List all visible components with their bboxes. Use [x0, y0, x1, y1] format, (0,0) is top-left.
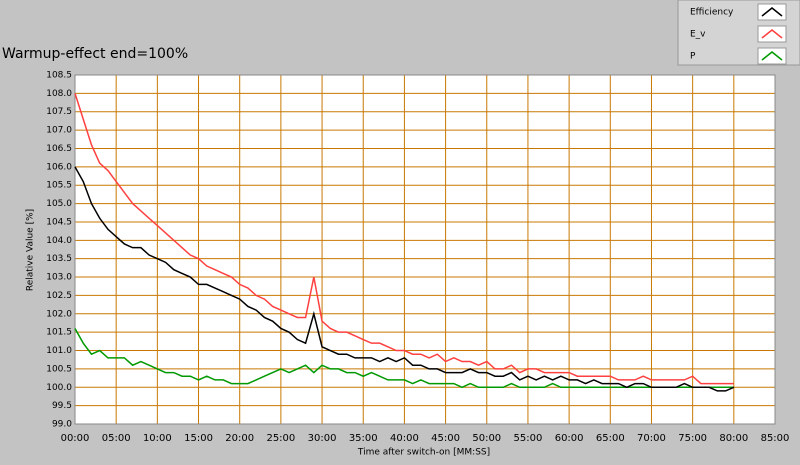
y-tick-label: 102.5	[46, 291, 72, 301]
x-tick-label: 00:00	[61, 433, 90, 444]
y-tick-label: 106.0	[46, 162, 72, 172]
y-tick-label: 103.5	[46, 254, 72, 264]
legend-label: Efficiency	[690, 8, 734, 18]
x-tick-label: 10:00	[143, 433, 172, 444]
legend-label: P	[690, 52, 696, 62]
y-tick-label: 103.0	[46, 273, 72, 283]
x-tick-label: 75:00	[678, 433, 707, 444]
x-tick-label: 80:00	[719, 433, 748, 444]
y-tick-label: 107.5	[46, 107, 72, 117]
y-tick-label: 100.0	[46, 383, 72, 393]
plot-area	[75, 75, 775, 424]
chart-title: Warmup-effect end=100%	[2, 46, 188, 62]
x-tick-label: 15:00	[184, 433, 213, 444]
x-tick-label: 60:00	[555, 433, 584, 444]
y-tick-label: 108.0	[46, 89, 72, 99]
legend-label: E_v	[690, 30, 706, 40]
y-tick-label: 102.0	[46, 309, 72, 319]
x-tick-label: 35:00	[349, 433, 378, 444]
x-tick-label: 05:00	[102, 433, 131, 444]
y-tick-label: 108.5	[46, 71, 72, 81]
y-axis-label: Relative Value [%]	[26, 209, 36, 291]
x-tick-label: 40:00	[390, 433, 419, 444]
y-tick-label: 100.5	[46, 364, 72, 374]
y-tick-label: 104.0	[46, 236, 72, 246]
y-tick-label: 104.5	[46, 217, 72, 227]
series-line	[74, 166, 735, 392]
y-tick-label: 101.0	[46, 346, 72, 356]
legend-swatch-box	[757, 47, 787, 65]
y-tick-label: 99.0	[52, 420, 72, 430]
legend-swatch	[761, 29, 783, 39]
x-tick-label: 50:00	[472, 433, 501, 444]
legend-swatch-box	[757, 25, 787, 43]
y-tick-label: 105.5	[46, 181, 72, 191]
x-tick-label: 25:00	[266, 433, 295, 444]
x-tick-label: 70:00	[637, 433, 666, 444]
series-line	[74, 328, 734, 389]
legend-swatch	[761, 7, 783, 17]
y-tick-label: 105.0	[46, 199, 72, 209]
legend-swatch-box	[757, 3, 787, 21]
y-tick-label: 99.5	[52, 401, 72, 411]
y-tick-label: 101.5	[46, 328, 72, 338]
x-tick-label: 30:00	[308, 433, 337, 444]
x-tick-label: 55:00	[514, 433, 543, 444]
x-tick-label: 85:00	[761, 433, 790, 444]
legend-swatch	[761, 51, 783, 61]
x-tick-label: 65:00	[596, 433, 625, 444]
x-axis-label: Time after switch-on [MM:SS]	[357, 448, 490, 458]
y-tick-label: 107.0	[46, 126, 72, 136]
plot-border	[74, 74, 776, 425]
series-line	[74, 93, 734, 385]
x-tick-label: 20:00	[225, 433, 254, 444]
y-tick-label: 106.5	[46, 144, 72, 154]
x-tick-label: 45:00	[431, 433, 460, 444]
